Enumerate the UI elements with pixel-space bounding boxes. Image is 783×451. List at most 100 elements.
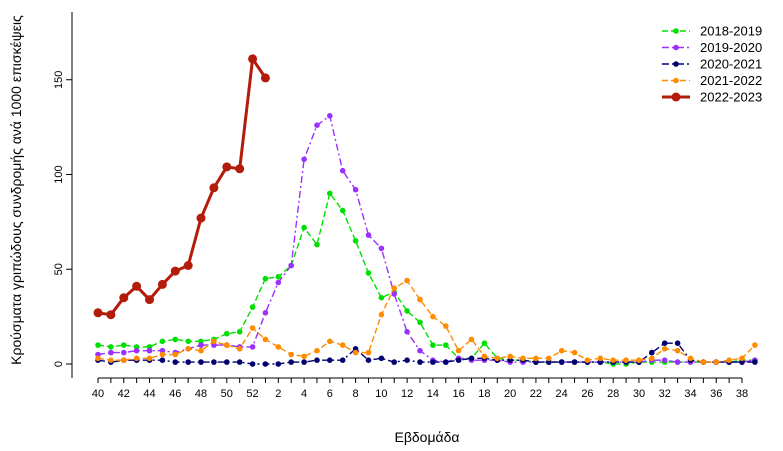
data-point [301, 156, 307, 163]
legend-label: 2019-2020 [700, 40, 762, 55]
x-tick-label: 6 [327, 388, 333, 400]
legend-item: 2019-2020 [662, 40, 762, 55]
data-point [145, 295, 154, 305]
data-point [275, 361, 282, 367]
data-point [494, 355, 501, 362]
data-point [507, 353, 513, 360]
data-point [378, 294, 385, 301]
data-point [339, 167, 346, 174]
x-tick-label: 32 [659, 388, 671, 400]
data-point [119, 293, 129, 303]
data-point [185, 346, 191, 352]
legend-marker [671, 92, 681, 102]
data-point [183, 261, 193, 270]
data-point [224, 330, 230, 337]
data-point [558, 359, 565, 365]
y-tick-label: 100 [53, 165, 65, 183]
x-tick-label: 30 [633, 388, 645, 400]
data-point [172, 336, 179, 343]
data-point [249, 325, 256, 331]
data-point [288, 359, 295, 365]
data-point [674, 340, 681, 347]
data-point [146, 355, 153, 362]
data-point [365, 270, 372, 276]
data-point [198, 342, 204, 348]
data-point [196, 213, 206, 223]
data-point [236, 359, 243, 365]
legend-item: 2022-2023 [662, 90, 762, 105]
data-point [121, 357, 127, 364]
legend-item: 2020-2021 [662, 57, 762, 72]
data-point [249, 344, 256, 350]
data-point [391, 291, 398, 297]
data-point [430, 342, 436, 348]
data-point [339, 357, 346, 364]
data-point [224, 359, 230, 365]
data-point [275, 344, 282, 350]
data-point [391, 285, 398, 292]
data-point [301, 359, 307, 365]
data-point [352, 349, 359, 356]
data-point [260, 73, 270, 83]
data-point [301, 224, 307, 231]
data-point [108, 344, 114, 350]
data-point [661, 357, 668, 364]
legend-marker [673, 44, 679, 51]
data-point [726, 357, 732, 364]
x-tick-label: 42 [118, 388, 130, 400]
data-point [209, 183, 219, 193]
x-tick-label: 22 [530, 388, 542, 400]
series-line [97, 114, 756, 363]
data-point [674, 359, 681, 365]
data-point [443, 342, 449, 348]
data-point [224, 342, 230, 348]
data-point [275, 274, 282, 280]
x-tick-label: 34 [684, 388, 696, 400]
data-point [327, 113, 333, 119]
data-point [378, 245, 385, 252]
data-point [108, 357, 114, 364]
series-2021-2022 [95, 277, 758, 365]
data-point [365, 232, 372, 238]
data-point [275, 279, 282, 286]
data-point [198, 359, 204, 365]
data-point [301, 353, 307, 360]
data-point [649, 349, 655, 356]
data-point [610, 357, 616, 364]
x-tick-label: 2 [275, 388, 281, 400]
y-tick-label: 150 [53, 71, 65, 89]
data-point [352, 186, 359, 193]
x-tick-label: 28 [607, 388, 619, 400]
data-point [95, 342, 101, 348]
data-point [211, 338, 217, 345]
y-tick-label: 0 [53, 361, 65, 367]
x-tick-label: 48 [195, 388, 207, 400]
data-point [687, 355, 694, 362]
data-point [288, 262, 295, 269]
data-point [121, 349, 127, 356]
data-point [288, 351, 295, 358]
data-point [339, 342, 346, 348]
data-point [700, 359, 707, 365]
x-tick-label: 8 [353, 388, 359, 400]
data-point [404, 308, 410, 314]
data-point [365, 357, 372, 364]
x-tick-label: 36 [710, 388, 722, 400]
data-point [248, 54, 258, 64]
legend-marker [673, 61, 679, 67]
data-point [571, 359, 578, 365]
legend-label: 2018-2019 [700, 24, 762, 39]
x-tick-label: 20 [504, 388, 516, 400]
data-point [262, 361, 269, 367]
data-point [222, 162, 232, 172]
x-tick-label: 10 [375, 388, 387, 400]
data-point [121, 342, 127, 348]
data-point [235, 164, 245, 174]
data-point [468, 355, 475, 362]
legend-label: 2022-2023 [700, 90, 762, 105]
data-point [455, 357, 462, 364]
x-tick-label: 12 [401, 388, 413, 400]
series-line [97, 54, 267, 317]
data-point [159, 338, 166, 345]
